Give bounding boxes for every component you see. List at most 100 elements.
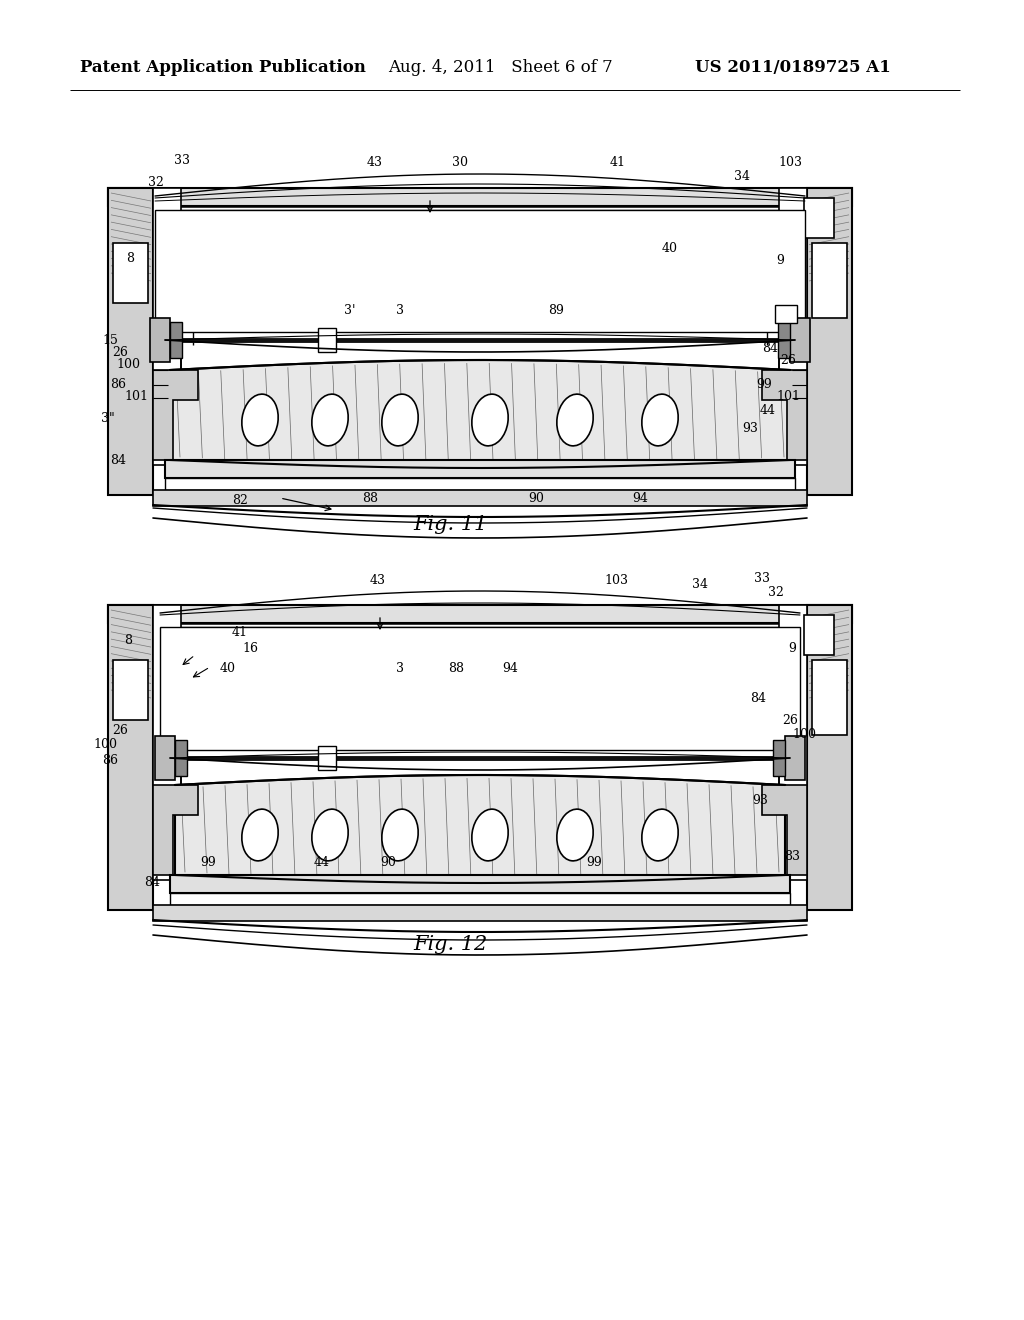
Text: 94: 94 bbox=[502, 661, 518, 675]
Text: 44: 44 bbox=[314, 855, 330, 869]
Ellipse shape bbox=[382, 395, 418, 446]
Polygon shape bbox=[762, 785, 807, 875]
Text: 93: 93 bbox=[752, 793, 768, 807]
Bar bbox=[153, 490, 807, 506]
Bar bbox=[772, 218, 792, 243]
Text: 3': 3' bbox=[344, 304, 355, 317]
Text: 82: 82 bbox=[232, 494, 248, 507]
Text: 86: 86 bbox=[102, 754, 118, 767]
Text: 40: 40 bbox=[220, 661, 236, 675]
Text: 103: 103 bbox=[604, 573, 628, 586]
Ellipse shape bbox=[557, 395, 593, 446]
Bar bbox=[113, 660, 148, 719]
Text: 90: 90 bbox=[528, 491, 544, 504]
Polygon shape bbox=[762, 370, 807, 459]
Text: 84: 84 bbox=[762, 342, 778, 355]
Bar bbox=[155, 210, 805, 333]
Bar bbox=[108, 605, 153, 909]
Polygon shape bbox=[175, 775, 785, 883]
Ellipse shape bbox=[557, 809, 593, 861]
Text: 32: 32 bbox=[148, 177, 164, 190]
Bar bbox=[804, 198, 834, 238]
Bar bbox=[170, 894, 790, 906]
Text: 41: 41 bbox=[232, 627, 248, 639]
Bar bbox=[790, 318, 810, 362]
Ellipse shape bbox=[242, 395, 279, 446]
Text: 26: 26 bbox=[782, 714, 798, 726]
Text: 100: 100 bbox=[792, 729, 816, 742]
Ellipse shape bbox=[472, 809, 508, 861]
Text: 16: 16 bbox=[242, 642, 258, 655]
Bar bbox=[153, 906, 807, 921]
Bar bbox=[812, 243, 847, 318]
Text: 3: 3 bbox=[396, 304, 404, 317]
Bar bbox=[779, 605, 807, 880]
Ellipse shape bbox=[472, 395, 508, 446]
Text: Fig. 12: Fig. 12 bbox=[413, 936, 487, 954]
Text: 26: 26 bbox=[112, 346, 128, 359]
Text: 8: 8 bbox=[126, 252, 134, 264]
Polygon shape bbox=[153, 785, 198, 875]
Bar bbox=[812, 660, 847, 735]
Text: 3": 3" bbox=[101, 412, 115, 425]
Ellipse shape bbox=[312, 395, 348, 446]
Bar bbox=[779, 187, 807, 465]
Text: 90: 90 bbox=[380, 855, 396, 869]
Text: 33: 33 bbox=[754, 572, 770, 585]
Ellipse shape bbox=[642, 809, 678, 861]
Text: 100: 100 bbox=[116, 358, 140, 371]
Bar bbox=[153, 605, 181, 880]
Text: 88: 88 bbox=[362, 491, 378, 504]
Text: 84: 84 bbox=[110, 454, 126, 466]
Bar bbox=[175, 741, 187, 776]
Polygon shape bbox=[170, 360, 790, 469]
Text: 41: 41 bbox=[610, 156, 626, 169]
Text: 30: 30 bbox=[452, 156, 468, 169]
Text: 99: 99 bbox=[200, 855, 216, 869]
Text: 32: 32 bbox=[768, 586, 784, 598]
Text: 93: 93 bbox=[742, 421, 758, 434]
Text: 26: 26 bbox=[112, 723, 128, 737]
Bar bbox=[807, 187, 852, 495]
Ellipse shape bbox=[312, 809, 348, 861]
Text: 34: 34 bbox=[734, 170, 750, 183]
Bar bbox=[318, 327, 336, 352]
Text: 43: 43 bbox=[367, 156, 383, 169]
Text: 44: 44 bbox=[760, 404, 776, 417]
Text: 99: 99 bbox=[586, 855, 602, 869]
Text: 3: 3 bbox=[396, 661, 404, 675]
Text: 40: 40 bbox=[662, 242, 678, 255]
Bar bbox=[318, 746, 336, 770]
Text: 88: 88 bbox=[449, 661, 464, 675]
Text: Patent Application Publication: Patent Application Publication bbox=[80, 59, 366, 77]
Bar bbox=[153, 187, 181, 465]
Ellipse shape bbox=[382, 809, 418, 861]
Bar bbox=[113, 243, 148, 304]
Text: 84: 84 bbox=[750, 692, 766, 705]
Text: 103: 103 bbox=[778, 156, 802, 169]
Text: US 2011/0189725 A1: US 2011/0189725 A1 bbox=[695, 59, 891, 77]
Text: 43: 43 bbox=[370, 573, 386, 586]
Bar bbox=[108, 605, 852, 623]
Text: 9: 9 bbox=[776, 253, 784, 267]
Bar bbox=[155, 737, 175, 780]
Bar bbox=[108, 187, 153, 495]
Text: 15: 15 bbox=[102, 334, 118, 346]
Text: 83: 83 bbox=[784, 850, 800, 862]
Bar bbox=[804, 615, 834, 655]
Bar bbox=[170, 875, 790, 894]
Bar bbox=[165, 478, 795, 490]
Text: 34: 34 bbox=[692, 578, 708, 591]
Bar bbox=[775, 305, 797, 323]
Text: 26: 26 bbox=[780, 354, 796, 367]
Polygon shape bbox=[153, 370, 198, 459]
Ellipse shape bbox=[242, 809, 279, 861]
Text: 9: 9 bbox=[788, 642, 796, 655]
Bar bbox=[170, 322, 182, 358]
Text: Fig. 11: Fig. 11 bbox=[413, 516, 487, 535]
Text: 100: 100 bbox=[93, 738, 117, 751]
Bar bbox=[160, 627, 800, 750]
Bar bbox=[778, 322, 790, 358]
Text: 101: 101 bbox=[124, 389, 148, 403]
Text: 101: 101 bbox=[776, 389, 800, 403]
